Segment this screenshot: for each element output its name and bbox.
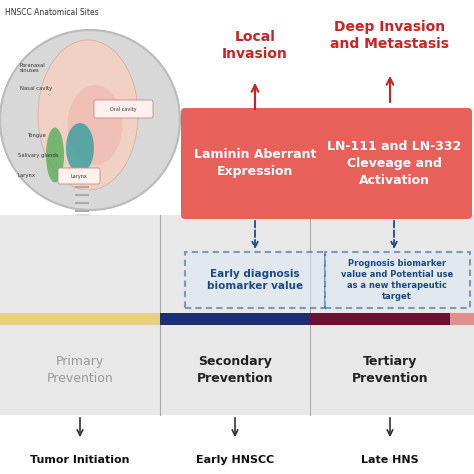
Text: LN-111 and LN-332
Cleveage and
Activation: LN-111 and LN-332 Cleveage and Activatio… [327, 139, 461, 186]
Ellipse shape [38, 40, 138, 190]
Text: Salivary glands: Salivary glands [18, 153, 59, 157]
Text: Tumor Initiation: Tumor Initiation [30, 455, 130, 465]
Bar [75, 190, 89, 192]
Text: Larynx: Larynx [18, 173, 36, 177]
Text: Local
Invasion: Local Invasion [222, 30, 288, 61]
Text: Tertiary
Prevention: Tertiary Prevention [352, 356, 428, 384]
Text: Oral cavity: Oral cavity [110, 107, 136, 111]
Ellipse shape [66, 123, 94, 173]
Bar [75, 213, 89, 216]
Bar [310, 313, 450, 325]
Text: Secondary
Prevention: Secondary Prevention [197, 356, 273, 384]
FancyBboxPatch shape [325, 252, 470, 308]
Text: Tongue: Tongue [28, 133, 47, 137]
Bar [75, 185, 89, 188]
Bar [75, 201, 89, 204]
Text: Prognosis biomarker
value and Potential use
as a new therapeutic
target: Prognosis biomarker value and Potential … [341, 259, 453, 301]
Ellipse shape [46, 128, 64, 182]
Text: Nasal cavity: Nasal cavity [20, 85, 52, 91]
Text: Larynx: Larynx [71, 173, 87, 179]
Text: Early diagnosis
biomarker value: Early diagnosis biomarker value [207, 269, 303, 291]
FancyBboxPatch shape [181, 108, 329, 219]
Bar [450, 313, 474, 325]
Text: Late HNS: Late HNS [361, 455, 419, 465]
Ellipse shape [67, 85, 122, 165]
FancyBboxPatch shape [58, 168, 100, 184]
Bar [160, 313, 310, 325]
FancyBboxPatch shape [316, 108, 472, 219]
Bar [75, 210, 89, 212]
Text: HNSCC Anatomical Sites: HNSCC Anatomical Sites [5, 8, 99, 17]
Bar [0, 325, 474, 415]
Bar [0, 313, 160, 325]
Text: Laminin Aberrant
Expression: Laminin Aberrant Expression [194, 148, 316, 178]
Text: Primary
Prevention: Primary Prevention [46, 356, 113, 384]
Bar [75, 206, 89, 208]
Text: Early HNSCC: Early HNSCC [196, 455, 274, 465]
Bar [0, 215, 474, 315]
FancyBboxPatch shape [94, 100, 153, 118]
Text: Deep Invasion
and Metastasis: Deep Invasion and Metastasis [330, 20, 449, 51]
Text: Paranasal
sinuses: Paranasal sinuses [20, 63, 46, 73]
Circle shape [0, 30, 180, 210]
Bar [75, 193, 89, 196]
FancyBboxPatch shape [185, 252, 325, 308]
Bar [75, 198, 89, 200]
